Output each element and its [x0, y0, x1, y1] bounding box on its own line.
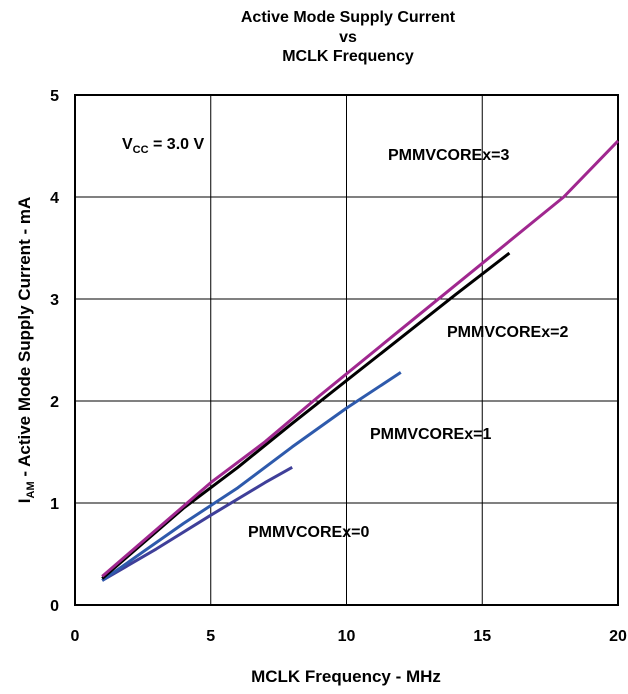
y-tick-label: 5: [50, 88, 59, 105]
x-tick-label: 15: [473, 628, 491, 645]
series-line-pmmvcorex-0: [101, 465, 293, 582]
vcc-annotation: VCC = 3.0 V: [122, 136, 204, 156]
series-label-pmmvcorex-0: PMMVCOREx=0: [248, 524, 369, 541]
series-lines: [101, 139, 620, 582]
series-labels: PMMVCOREx=0 PMMVCOREx=1 PMMVCOREx=2 PMMVCOR…: [248, 147, 568, 541]
y-tick-label: 1: [50, 496, 59, 513]
y-axis-ticks: 0 1 2 3 4 5: [50, 88, 59, 615]
y-tick-label: 0: [50, 598, 59, 615]
series-label-pmmvcorex-2: PMMVCOREx=2: [447, 324, 568, 341]
series-line-pmmvcorex-2: [101, 251, 511, 580]
y-tick-label: 2: [50, 394, 59, 411]
y-tick-label: 4: [50, 190, 59, 207]
x-axis-ticks: 0 5 10 15 20: [71, 628, 627, 645]
series-label-pmmvcorex-1: PMMVCOREx=1: [370, 426, 491, 443]
x-axis-label: MCLK Frequency - MHz: [251, 667, 441, 686]
plot-frame: [74, 94, 619, 606]
chart-title-line-1: Active Mode Supply Current: [241, 9, 456, 26]
y-axis-label: IAM - Active Mode Supply Current - mA: [15, 197, 37, 503]
chart-title-line-2: vs: [339, 29, 357, 46]
chart-title-line-3: MCLK Frequency: [282, 48, 414, 65]
series-label-pmmvcorex-3: PMMVCOREx=3: [388, 147, 509, 164]
grid: [75, 95, 618, 605]
series-line-pmmvcorex-3: [101, 139, 620, 578]
y-tick-label: 3: [50, 292, 59, 309]
x-tick-label: 20: [609, 628, 627, 645]
x-tick-label: 0: [71, 628, 80, 645]
series-line-pmmvcorex-1: [101, 371, 402, 582]
x-tick-label: 10: [338, 628, 356, 645]
x-tick-label: 5: [206, 628, 215, 645]
